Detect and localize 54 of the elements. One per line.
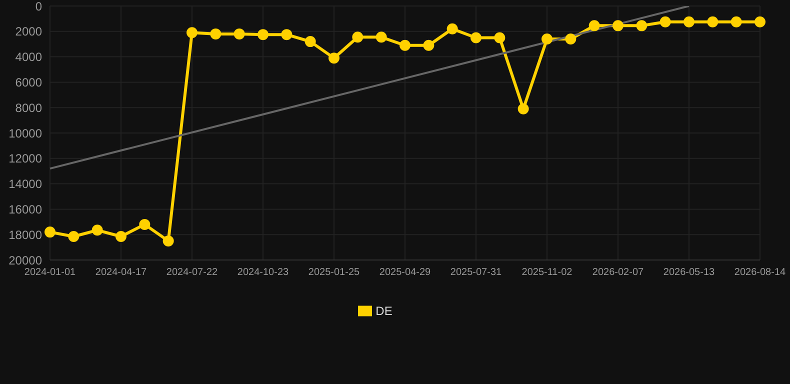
x-tick-label: 2024-07-22 bbox=[166, 267, 218, 278]
y-tick-label: 12000 bbox=[8, 152, 42, 166]
y-tick-label: 16000 bbox=[8, 202, 42, 216]
point bbox=[234, 28, 245, 40]
x-tick-label: 2025-11-02 bbox=[522, 267, 573, 278]
y-tick-label: 4000 bbox=[15, 50, 42, 64]
point bbox=[116, 231, 126, 242]
legend-label: DE bbox=[376, 304, 392, 318]
point bbox=[376, 32, 387, 43]
y-tick-label: 20000 bbox=[8, 253, 42, 268]
point bbox=[139, 218, 150, 230]
point bbox=[352, 32, 364, 43]
point bbox=[518, 103, 529, 114]
x-tick-label: 2024-10-23 bbox=[237, 267, 290, 278]
x-tick-label: 2025-07-31 bbox=[450, 267, 502, 278]
point bbox=[423, 40, 434, 51]
point bbox=[542, 34, 552, 45]
y-tick-label: 14000 bbox=[8, 177, 42, 192]
point bbox=[565, 34, 576, 45]
point bbox=[636, 20, 648, 32]
y-tick-label: 8000 bbox=[15, 100, 42, 115]
point bbox=[162, 235, 174, 246]
point bbox=[588, 20, 600, 32]
point bbox=[707, 16, 718, 28]
point bbox=[494, 32, 506, 44]
y-tick-label: 2000 bbox=[15, 24, 42, 39]
point bbox=[92, 224, 103, 236]
point bbox=[328, 52, 340, 64]
point bbox=[446, 23, 458, 34]
point bbox=[68, 231, 80, 242]
x-tick-label: 2025-01-25 bbox=[308, 267, 360, 278]
point bbox=[754, 16, 766, 28]
x-tick-label: 2026-02-07 bbox=[592, 267, 644, 278]
point bbox=[281, 29, 292, 40]
point bbox=[400, 40, 410, 51]
point bbox=[304, 36, 316, 48]
x-tick-label: 2024-01-01 bbox=[24, 267, 76, 278]
x-tick-label: 2026-05-13 bbox=[663, 267, 716, 278]
y-tick-label: 10000 bbox=[8, 126, 42, 140]
point bbox=[258, 29, 268, 40]
x-tick-label: 2026-08-14 bbox=[734, 267, 786, 278]
point bbox=[44, 226, 56, 238]
point bbox=[210, 28, 222, 40]
y-tick-label: 0 bbox=[35, 0, 42, 14]
x-tick-label: 2025-04-29 bbox=[379, 267, 432, 278]
x-tick-label: 2024-04-17 bbox=[95, 267, 148, 278]
point bbox=[684, 16, 694, 28]
point bbox=[660, 16, 671, 28]
y-tick-label: 18000 bbox=[8, 228, 42, 242]
point bbox=[470, 32, 482, 44]
point bbox=[186, 27, 198, 38]
point bbox=[612, 20, 624, 32]
y-tick-label: 6000 bbox=[15, 75, 42, 90]
point bbox=[730, 16, 742, 28]
